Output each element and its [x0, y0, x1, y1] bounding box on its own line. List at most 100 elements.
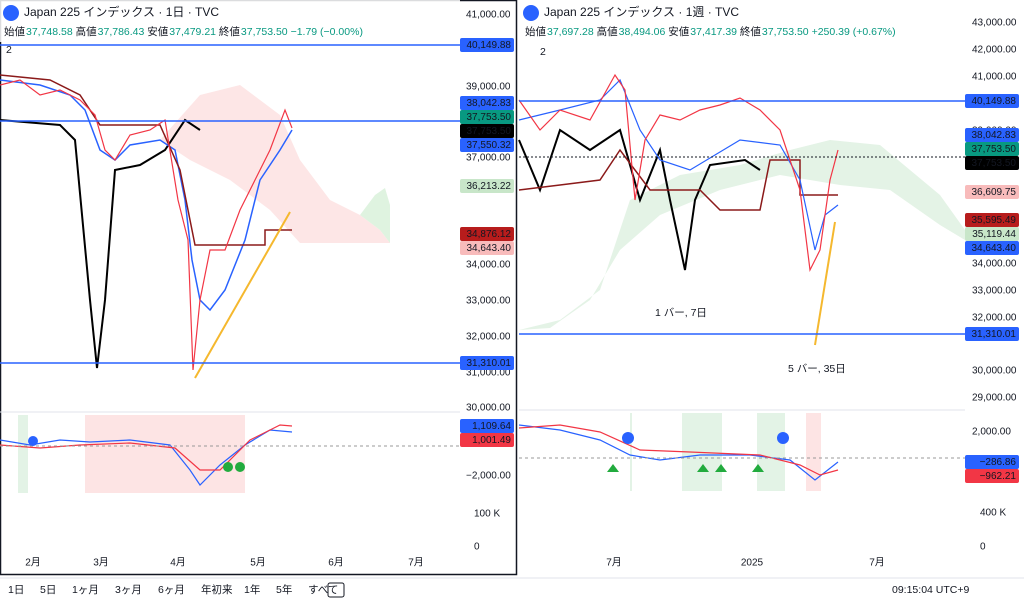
price-axis-label: 37,000.00	[466, 153, 511, 164]
range-annotation: 5 バー, 35日	[788, 363, 846, 375]
ohlc-change: −1.79 (−0.00%)	[291, 26, 363, 38]
time-axis-label: 7月	[869, 557, 885, 569]
ohlc-value: 37,417.39	[690, 26, 737, 38]
range-button[interactable]: 3ヶ月	[115, 584, 142, 596]
price-axis-label: 31,000.00	[466, 368, 511, 379]
price-tag-bg	[460, 110, 514, 124]
collapse-toggle[interactable]: 2	[6, 44, 12, 56]
time-axis-label: 5月	[250, 557, 266, 569]
range-button[interactable]: すべて	[308, 584, 338, 596]
price-tag-bg	[460, 356, 514, 370]
price-tag-bg	[965, 469, 1019, 483]
ohlc-label: 終値	[740, 25, 761, 38]
clock: 09:15:04 UTC+9	[892, 584, 970, 596]
price-tag: 1,109.64	[472, 421, 511, 432]
price-axis-label: 32,000.00	[466, 332, 511, 343]
price-tag-bg	[460, 419, 514, 433]
price-axis-label: 41,000.00	[972, 72, 1017, 83]
range-button[interactable]: 1日	[8, 584, 24, 596]
ohlc-label: 高値	[76, 25, 97, 38]
price-tag: 31,310.01	[467, 358, 512, 369]
date-range-icon[interactable]	[327, 582, 345, 598]
price-axis-label: 34,000.00	[466, 260, 511, 271]
price-axis-label: 33,000.00	[972, 286, 1017, 297]
price-tag: 34,876.12	[467, 229, 512, 240]
price-tag-bg	[965, 185, 1019, 199]
price-tag-bg	[965, 156, 1019, 170]
price-tag: 35,119.44	[972, 229, 1016, 240]
price-tag: 31,310.01	[972, 329, 1017, 340]
price-tag-bg	[965, 142, 1019, 156]
price-tag-bg	[965, 241, 1019, 255]
ohlc-label: 高値	[597, 25, 618, 38]
price-axis-label: 41,000.00	[466, 10, 511, 21]
volume-axis-label: 100 K	[474, 509, 500, 520]
price-axis-label: 43,000.00	[972, 18, 1017, 29]
price-tag-bg	[965, 128, 1019, 142]
ohlc-label: 始値	[525, 25, 546, 38]
price-tag-bg	[965, 213, 1019, 227]
ohlc-value: 37,786.43	[98, 26, 145, 38]
price-tag: 1,001.49	[472, 435, 511, 446]
ohlc-label: 安値	[668, 25, 689, 38]
time-axis-label: 6月	[328, 557, 344, 569]
price-tag: 35,595.49	[972, 215, 1017, 226]
left-chart-drawing	[0, 74, 460, 493]
symbol-icon	[3, 5, 19, 21]
price-axis-label: 34,000.00	[972, 259, 1017, 270]
price-axis-label: 30,000.00	[466, 403, 511, 414]
price-tag-bg	[460, 227, 514, 241]
price-tag-bg	[460, 38, 514, 52]
range-button[interactable]: 5年	[276, 583, 292, 596]
ohlc-value: 38,494.06	[619, 26, 666, 38]
header-bg	[0, 0, 460, 42]
volume-axis-label: 400 K	[980, 508, 1006, 519]
time-axis-label: 3月	[93, 557, 109, 569]
price-tag-bg	[460, 241, 514, 255]
indicator-axis-label: 2,000.00	[972, 427, 1011, 438]
symbol-icon	[523, 5, 539, 21]
price-axis-label: 42,000.00	[972, 45, 1017, 56]
range-annotation: 1 バー, 7日	[655, 307, 707, 319]
price-tag: 38,042.83	[972, 130, 1017, 141]
range-button[interactable]: 5日	[40, 584, 56, 596]
price-tag-bg	[460, 124, 514, 138]
time-axis-label: 4月	[170, 557, 186, 569]
time-axis-label: 7月	[606, 557, 622, 569]
range-button[interactable]: 1年	[244, 583, 260, 596]
left-panel	[0, 0, 518, 576]
price-tag: 37,753.50	[972, 144, 1017, 155]
price-tag-bg	[460, 433, 514, 447]
price-tag: 37,753.50	[467, 112, 512, 123]
price-tag-bg	[965, 227, 1019, 241]
price-tag-bg	[460, 179, 514, 193]
price-tag: 40,149.88	[972, 96, 1017, 107]
time-axis-label: 7月	[408, 557, 424, 569]
price-axis-label: 39,000.00	[466, 82, 511, 93]
right-chart-drawing	[518, 73, 965, 491]
price-tag-bg	[965, 94, 1019, 108]
symbol-title: Japan 225 インデックス · 1日 · TVC	[24, 4, 219, 19]
volume-axis-label: 0	[980, 542, 986, 553]
ohlc-value: 37,753.50	[241, 26, 288, 38]
range-button[interactable]: 年初来	[201, 583, 233, 596]
indicator-axis-label: −2,000.00	[466, 471, 511, 482]
time-axis-label: 2月	[25, 557, 41, 569]
range-button[interactable]: 1ヶ月	[72, 584, 99, 596]
price-tag: 36,213.22	[467, 181, 512, 192]
price-tag: 37,753.50	[467, 126, 512, 137]
ohlc-change: +250.39 (+0.67%)	[812, 26, 896, 38]
price-tag: 36,609.75	[972, 187, 1017, 198]
price-axis-label: 30,000.00	[972, 366, 1017, 377]
price-axis-label: 32,000.00	[972, 313, 1017, 324]
price-tag: 34,643.40	[972, 243, 1017, 254]
volume-axis-label: 0	[474, 542, 480, 553]
range-button[interactable]: 6ヶ月	[158, 584, 185, 596]
price-tag: 38,042.83	[467, 98, 512, 109]
collapse-toggle[interactable]: 2	[540, 46, 546, 58]
price-tag: −286.86	[980, 457, 1017, 468]
ohlc-value: 37,753.50	[762, 26, 809, 38]
ohlc-label: 終値	[219, 25, 240, 38]
price-axis-label: 33,000.00	[466, 296, 511, 307]
